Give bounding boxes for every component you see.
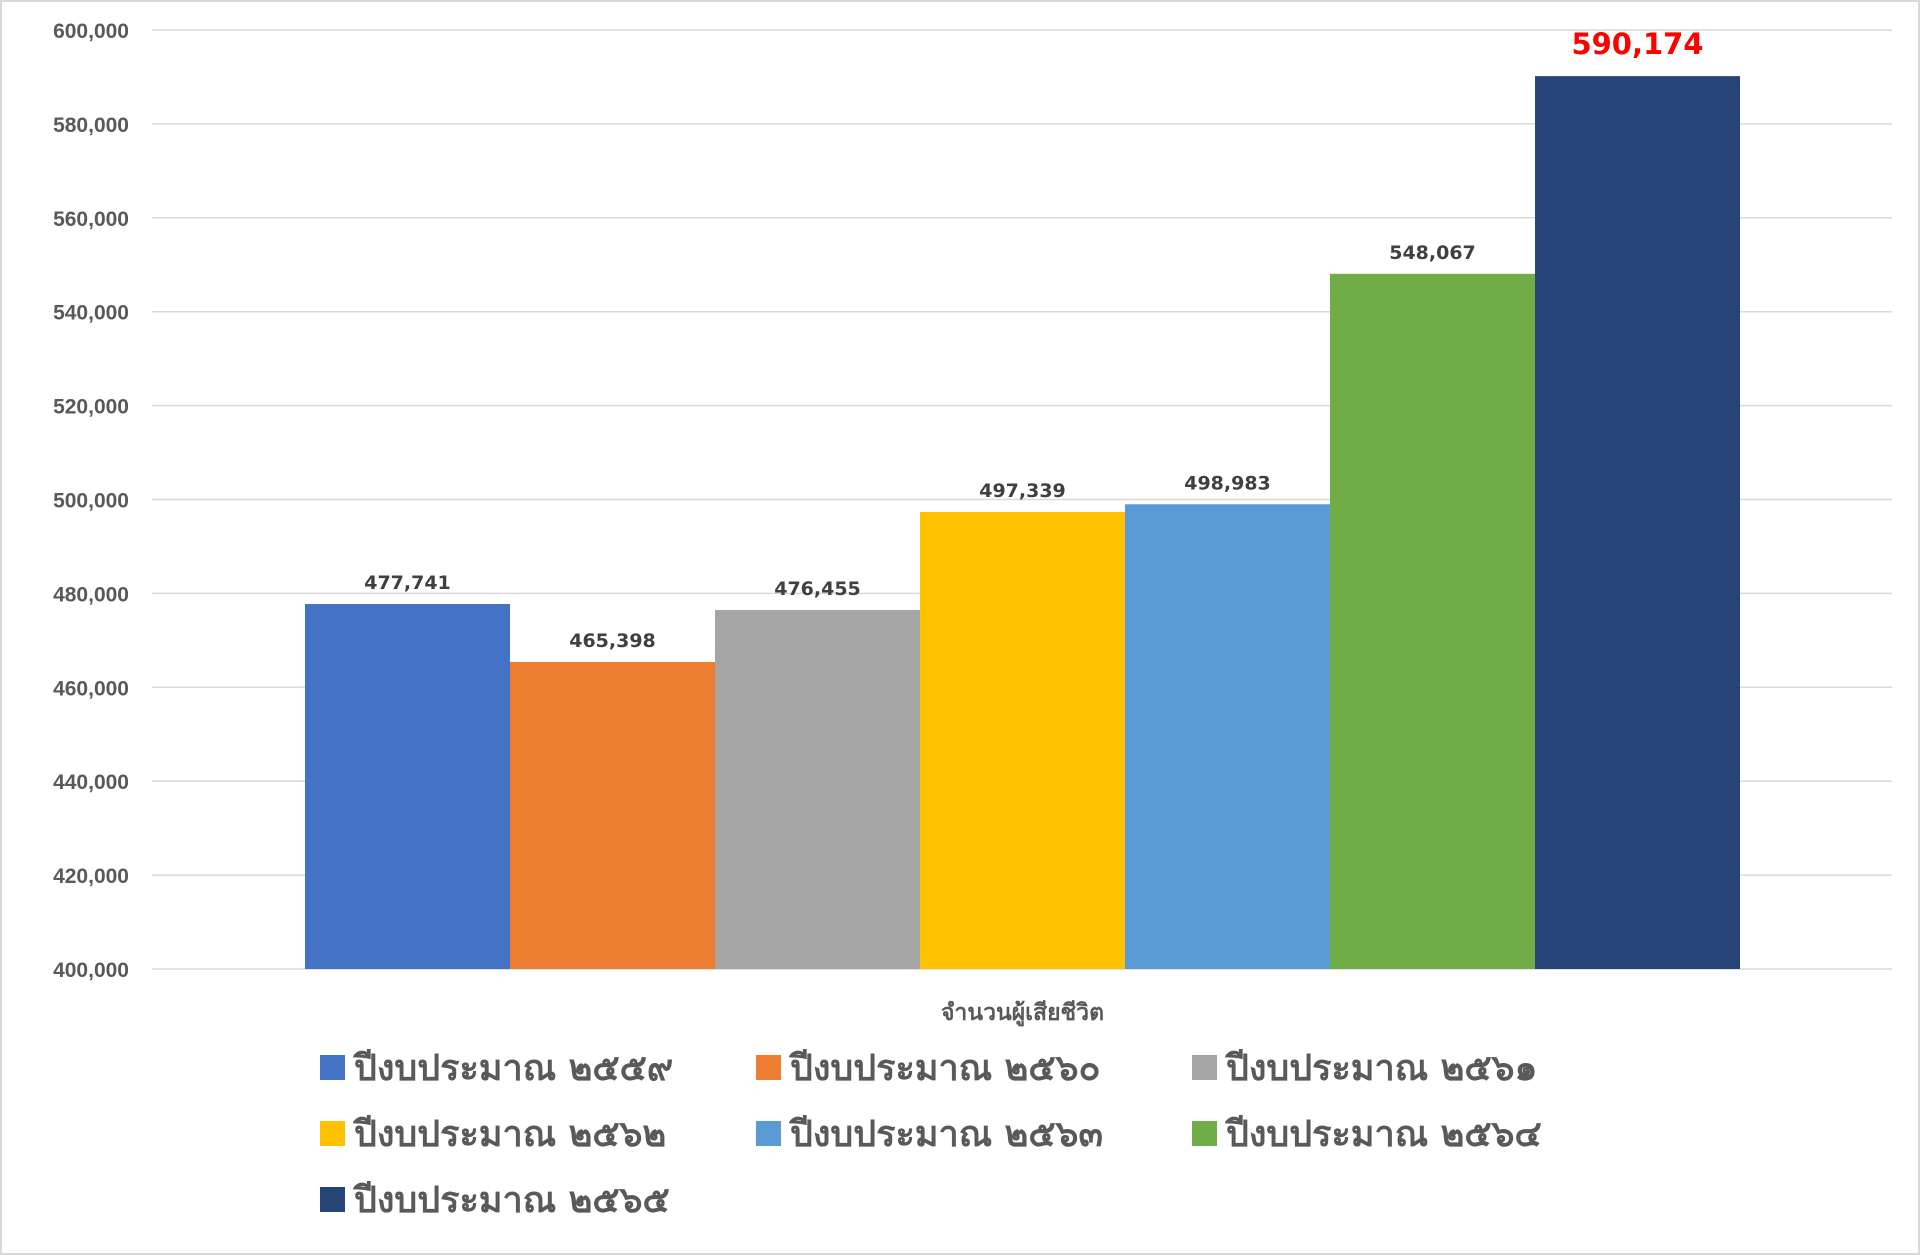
data-label: 590,174	[1571, 27, 1703, 61]
legend-label: ปีงบประมาณ ๒๕๖๒	[354, 1113, 667, 1155]
legend: ปีงบประมาณ ๒๕๕๙ ปีงบประมาณ ๒๕๖๐ ปีงบประมาณ…	[320, 1045, 1650, 1221]
legend-label: ปีงบประมาณ ๒๕๖๔	[1226, 1113, 1542, 1155]
legend-label: ปีงบประมาณ ๒๕๖๕	[354, 1179, 670, 1221]
bar	[920, 511, 1125, 969]
bar	[1125, 504, 1330, 969]
legend-swatch	[1192, 1054, 1217, 1080]
y-tick-label: 560,000	[53, 208, 129, 231]
legend-item: ปีงบประมาณ ๒๕๖๓	[756, 1111, 1192, 1155]
legend-swatch	[756, 1054, 781, 1080]
data-label: 476,455	[774, 578, 861, 600]
data-label: 465,398	[569, 630, 656, 652]
legend-swatch	[756, 1120, 781, 1146]
bars	[305, 76, 1740, 970]
data-label: 477,741	[364, 572, 451, 594]
data-label: 548,067	[1389, 242, 1476, 264]
legend-item: ปีงบประมาณ ๒๕๖๔	[1192, 1111, 1628, 1155]
legend-item: ปีงบประมาณ ๒๕๖๕	[320, 1177, 756, 1221]
y-tick-label: 400,000	[53, 959, 129, 982]
legend-swatch	[320, 1054, 345, 1080]
y-tick-label: 460,000	[53, 677, 129, 700]
bar	[1330, 273, 1535, 969]
legend-label: ปีงบประมาณ ๒๕๕๙	[354, 1047, 674, 1089]
y-tick-label: 440,000	[53, 771, 129, 794]
bar	[1535, 76, 1740, 970]
legend-swatch	[1192, 1120, 1217, 1146]
bar	[715, 610, 920, 969]
bar	[510, 661, 715, 969]
y-tick-label: 580,000	[53, 114, 129, 137]
data-label: 498,983	[1184, 472, 1271, 494]
legend-item: ปีงบประมาณ ๒๕๖๒	[320, 1111, 756, 1155]
legend-label: ปีงบประมาณ ๒๕๖๑	[1226, 1047, 1538, 1089]
legend-swatch	[320, 1120, 345, 1146]
data-labels: 477,741 465,398 476,455 497,339 498,983 548,0…	[364, 27, 1703, 652]
bar	[305, 604, 510, 969]
y-tick-label: 480,000	[53, 583, 129, 606]
y-tick-label: 420,000	[53, 865, 129, 888]
y-tick-label: 500,000	[53, 490, 129, 513]
legend-item: ปีงบประมาณ ๒๕๕๙	[320, 1045, 756, 1089]
data-label: 497,339	[979, 480, 1066, 502]
legend-label: ปีงบประมาณ ๒๕๖๓	[790, 1113, 1104, 1155]
y-axis: 400,000 420,000 440,000 460,000 480,000 500,0…	[53, 20, 129, 982]
y-tick-label: 540,000	[53, 302, 129, 325]
legend-item: ปีงบประมาณ ๒๕๖๑	[1192, 1045, 1628, 1089]
legend-swatch	[320, 1186, 345, 1212]
legend-item: ปีงบประมาณ ๒๕๖๐	[756, 1045, 1192, 1089]
legend-label: ปีงบประมาณ ๒๕๖๐	[790, 1047, 1101, 1089]
y-tick-label: 520,000	[53, 396, 129, 419]
y-tick-label: 600,000	[53, 20, 129, 43]
x-category-label: จำนวนผู้เสียชีวิต	[941, 1000, 1104, 1027]
